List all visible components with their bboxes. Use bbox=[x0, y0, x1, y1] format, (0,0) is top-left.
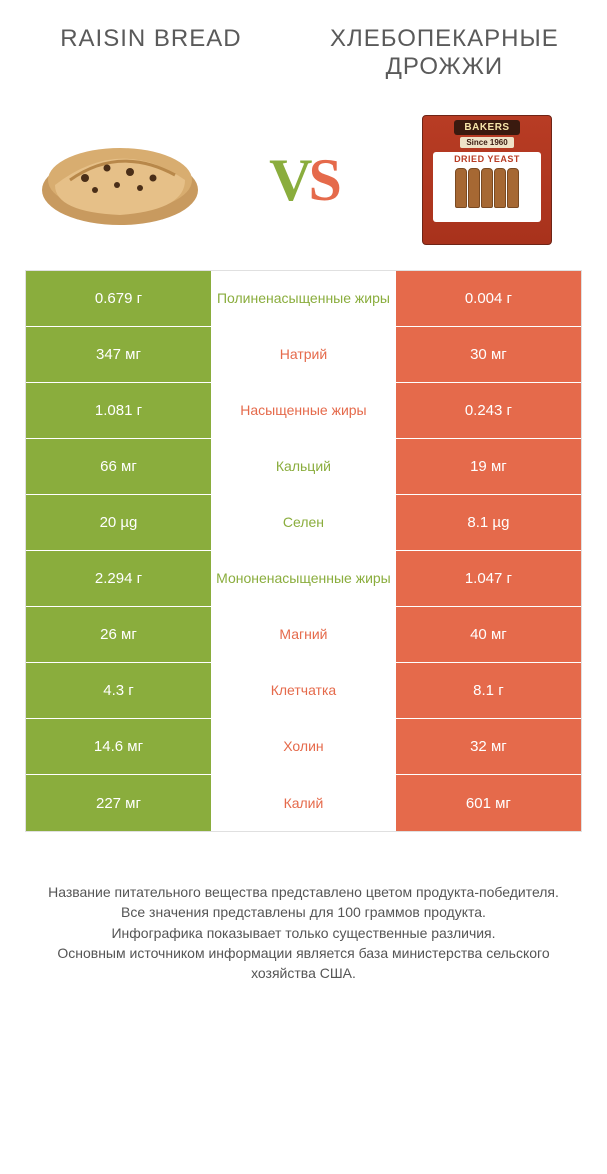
footer-line-4: Основным источником информации является … bbox=[25, 943, 582, 984]
cell-nutrient: Натрий bbox=[211, 327, 396, 382]
cell-nutrient: Мононенасыщенные жиры bbox=[211, 551, 396, 606]
footer-notes: Название питательного вещества представл… bbox=[25, 882, 582, 983]
cell-left: 227 мг bbox=[26, 775, 211, 831]
table-row: 4.3 гКлетчатка8.1 г bbox=[26, 663, 581, 719]
cell-left: 14.6 мг bbox=[26, 719, 211, 774]
title-right: Хлебопекарные дрожжи bbox=[292, 25, 597, 80]
header: Raisin bread Хлебопекарные дрожжи bbox=[0, 0, 607, 80]
cell-right: 1.047 г bbox=[396, 551, 581, 606]
cell-left: 20 µg bbox=[26, 495, 211, 550]
footer-line-3: Инфографика показывает только существенн… bbox=[25, 923, 582, 943]
cell-nutrient: Холин bbox=[211, 719, 396, 774]
cell-left: 2.294 г bbox=[26, 551, 211, 606]
images-row: VS BAKERS Since 1960 DRIED YEAST bbox=[0, 80, 607, 270]
yeast-package-icon: BAKERS Since 1960 DRIED YEAST bbox=[422, 115, 552, 245]
vs-label: VS bbox=[269, 146, 338, 215]
yeast-label: DRIED YEAST bbox=[454, 154, 520, 164]
cell-left: 26 мг bbox=[26, 607, 211, 662]
table-row: 66 мгКальций19 мг bbox=[26, 439, 581, 495]
cell-right: 8.1 µg bbox=[396, 495, 581, 550]
cell-nutrient: Насыщенные жиры bbox=[211, 383, 396, 438]
table-row: 14.6 мгХолин32 мг bbox=[26, 719, 581, 775]
comparison-table: 0.679 гПолиненасыщенные жиры0.004 г347 м… bbox=[25, 270, 582, 832]
yeast-sub: Since 1960 bbox=[460, 137, 513, 148]
footer-line-2: Все значения представлены для 100 граммо… bbox=[25, 902, 582, 922]
cell-left: 347 мг bbox=[26, 327, 211, 382]
cell-nutrient: Селен bbox=[211, 495, 396, 550]
table-row: 227 мгКалий601 мг bbox=[26, 775, 581, 831]
cell-right: 0.243 г bbox=[396, 383, 581, 438]
cell-nutrient: Клетчатка bbox=[211, 663, 396, 718]
yeast-brand: BAKERS bbox=[454, 120, 519, 135]
cell-right: 30 мг bbox=[396, 327, 581, 382]
table-row: 26 мгМагний40 мг bbox=[26, 607, 581, 663]
cell-left: 4.3 г bbox=[26, 663, 211, 718]
cell-right: 8.1 г bbox=[396, 663, 581, 718]
cell-left: 0.679 г bbox=[26, 271, 211, 326]
table-row: 347 мгНатрий30 мг bbox=[26, 327, 581, 383]
cell-nutrient: Калий bbox=[211, 775, 396, 831]
infographic: Raisin bread Хлебопекарные дрожжи VS bbox=[0, 0, 607, 1174]
vs-v: V bbox=[269, 147, 308, 213]
cell-right: 601 мг bbox=[396, 775, 581, 831]
cell-right: 32 мг bbox=[396, 719, 581, 774]
table-row: 20 µgСелен8.1 µg bbox=[26, 495, 581, 551]
table-row: 2.294 гМононенасыщенные жиры1.047 г bbox=[26, 551, 581, 607]
table-row: 0.679 гПолиненасыщенные жиры0.004 г bbox=[26, 271, 581, 327]
cell-nutrient: Полиненасыщенные жиры bbox=[211, 271, 396, 326]
cell-nutrient: Магний bbox=[211, 607, 396, 662]
cell-right: 19 мг bbox=[396, 439, 581, 494]
vs-s: S bbox=[308, 147, 337, 213]
raisin-bread-icon bbox=[35, 130, 205, 230]
cell-right: 0.004 г bbox=[396, 271, 581, 326]
table-row: 1.081 гНасыщенные жиры0.243 г bbox=[26, 383, 581, 439]
cell-left: 1.081 г bbox=[26, 383, 211, 438]
footer-line-1: Название питательного вещества представл… bbox=[25, 882, 582, 902]
cell-nutrient: Кальций bbox=[211, 439, 396, 494]
cell-right: 40 мг bbox=[396, 607, 581, 662]
image-left bbox=[30, 110, 210, 250]
image-right: BAKERS Since 1960 DRIED YEAST bbox=[397, 110, 577, 250]
cell-left: 66 мг bbox=[26, 439, 211, 494]
title-left: Raisin bread bbox=[10, 25, 292, 80]
